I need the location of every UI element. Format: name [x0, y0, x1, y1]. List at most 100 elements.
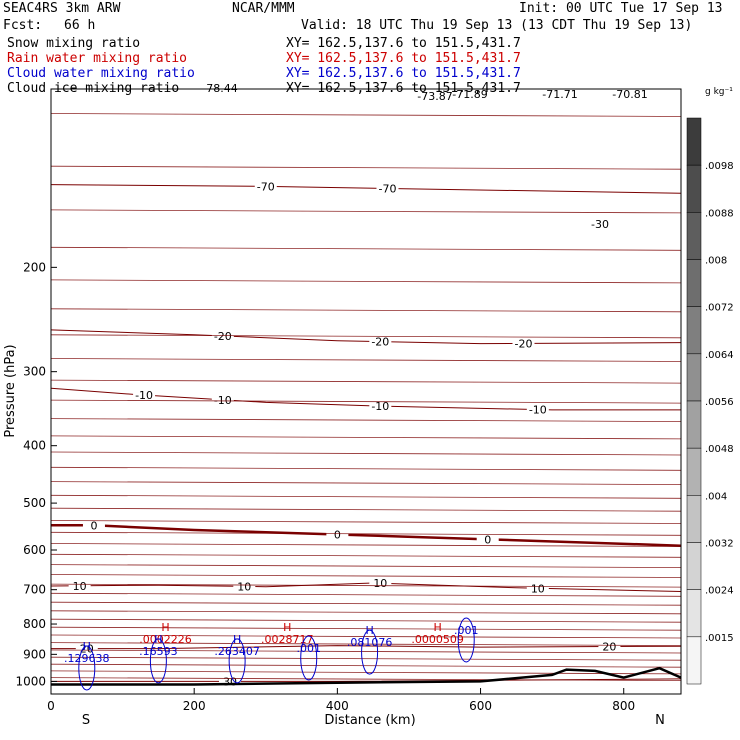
theta-isoline: [50, 574, 682, 578]
plot-frame: [50, 88, 682, 695]
cloud-water-contour: [228, 638, 246, 684]
model-name: SEAC4RS 3km ARW: [3, 1, 121, 16]
extremum-marker: H: [161, 621, 169, 634]
theta-isoline: [50, 507, 682, 512]
x-tick-label: 0: [47, 699, 55, 713]
theta-isoline: [50, 642, 682, 646]
field-xy-snow: XY= 162.5,137.6 to 151.5,431.7: [286, 36, 521, 51]
isotherm-label: 0: [484, 533, 491, 546]
colorbar-cell: [686, 636, 702, 685]
theta-isoline: [50, 494, 682, 499]
y-axis-label: Pressure (hPa): [3, 344, 18, 437]
theta-isoline: [50, 634, 682, 639]
theta-isoline: [50, 610, 682, 615]
colorbar-cell: [686, 259, 702, 307]
isotherm-label-bg: [211, 392, 234, 406]
theta-isoline: [50, 334, 682, 339]
isotherm-label: 10: [73, 580, 87, 593]
extrema-layer: H.0002226H.0028717H.0000509H.129638H.165…: [64, 617, 479, 691]
colorbar-cell: [686, 306, 702, 355]
theta-isoline: [50, 113, 682, 117]
terrain-line: [51, 666, 682, 686]
extremum-value: .001: [454, 624, 479, 637]
colorbar-cell: [686, 117, 702, 166]
isotherm-label: -10: [214, 394, 232, 407]
isotherm-label: -70: [257, 180, 275, 193]
field-name-cloud-water: Cloud water mixing ratio: [7, 66, 195, 81]
isotherm-extra-label: -71.71: [542, 88, 577, 101]
isotherm-label-bg: [68, 578, 91, 592]
colorbar-label: .0072: [705, 303, 734, 314]
x-tick-label: 200: [183, 699, 206, 713]
y-tick-label: 500: [23, 496, 46, 510]
extremum-value: .0002226: [139, 633, 192, 646]
x-tick-label: 400: [326, 699, 349, 713]
x-axis-label: Distance (km): [324, 713, 415, 728]
theta-isoline: [50, 435, 682, 440]
theta-isoline: [50, 418, 682, 422]
isotherm--20: [50, 329, 682, 345]
colorbar: .0098 .0088 .008 .0072 .0064 .0056 .0048 .004 .0…: [686, 117, 734, 685]
isotherm-label-bg: [526, 402, 549, 416]
isotherm-extra-label: -71.89: [452, 88, 487, 101]
y-tick-label: 300: [23, 365, 46, 379]
y-tick-label: 400: [23, 439, 46, 453]
isotherm-label-bg: [512, 336, 535, 350]
isotherm-label: 0: [334, 529, 341, 542]
theta-isoline: [50, 601, 682, 606]
isotherm-label: -70: [378, 182, 396, 195]
theta-isoline: [50, 209, 682, 214]
theta-isoline: [50, 451, 682, 456]
cloud-water-contour: [361, 629, 379, 675]
org-name: NCAR/MMM: [232, 1, 295, 16]
x-end-label-south: S: [82, 713, 90, 728]
isotherm-label: 10: [373, 577, 387, 590]
y-tick-label: 600: [23, 543, 46, 557]
isotherm-label: -20: [214, 330, 232, 343]
isotherm-layer: -70 -70 -20 -20 -20 -10 -10 -10 -10 0 0 0 10 10 10 10 20…: [50, 82, 682, 688]
cloud-water-contour: [457, 617, 475, 663]
theta-isoline: [50, 531, 682, 536]
colorbar-units: g kg⁻¹: [705, 87, 733, 97]
x-tick-label: 600: [469, 699, 492, 713]
colorbar-cell: [686, 447, 702, 496]
theta-isoline: [50, 663, 682, 668]
extremum-marker: H: [83, 640, 91, 653]
field-name-rain: Rain water mixing ratio: [7, 51, 188, 66]
isotherm--10: [50, 387, 681, 411]
theta-isoline: [50, 564, 682, 568]
extremum-value: .0028717: [261, 633, 314, 646]
colorbar-label: .008: [705, 256, 727, 267]
isotherm-0: [51, 524, 682, 547]
theta-isoline: [50, 358, 682, 362]
theta-isoline: [50, 626, 682, 631]
extremum-marker: H: [233, 633, 241, 646]
extremum-marker: H: [433, 621, 441, 634]
theta-isoline: [50, 165, 682, 170]
theta-isoline: [50, 677, 682, 681]
isotherm-extra-label: -73.87: [417, 90, 452, 103]
extremum-value: .001: [296, 642, 321, 655]
colorbar-cell: [686, 164, 702, 213]
isotherm--70: [50, 184, 682, 194]
colorbar-cell: [686, 400, 702, 449]
colorbar-label: .0024: [705, 586, 734, 597]
theta-isoline: [50, 592, 682, 597]
extremum-marker: H: [365, 624, 373, 637]
theta-isoline: [50, 246, 682, 251]
fcst-label: Fcst:: [3, 18, 43, 33]
isotherm-label: -10: [135, 389, 153, 402]
extremum-value: .16593: [139, 645, 178, 658]
y-tick-label: 200: [23, 260, 46, 274]
y-tick-label: 900: [23, 647, 46, 661]
extremum-marker: H: [283, 621, 291, 634]
y-tick-label: 1000: [15, 674, 46, 688]
isotherm-label-bg: [369, 399, 392, 413]
field-xy-cloud-water: XY= 162.5,137.6 to 151.5,431.7: [286, 66, 521, 81]
colorbar-cell: [686, 353, 702, 402]
isotherm-label: 20: [602, 641, 616, 654]
cloud-water-contour: [149, 638, 167, 684]
extremum-value: .263407: [214, 645, 260, 658]
theta-isoline: [50, 308, 682, 313]
